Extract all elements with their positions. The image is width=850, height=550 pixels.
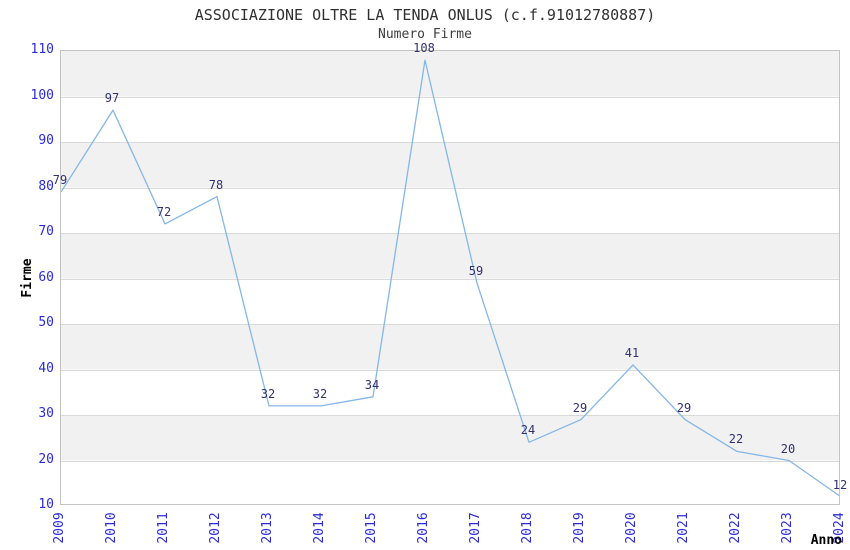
gridline — [61, 187, 839, 189]
plot-area — [60, 50, 840, 505]
y-tick-label: 80 — [38, 178, 54, 194]
x-tick-label: 2010 — [104, 512, 119, 544]
data-point-label: 12 — [832, 477, 848, 492]
data-point-label: 79 — [52, 173, 68, 188]
y-tick-label: 110 — [30, 42, 54, 57]
x-tick-label: 2012 — [208, 512, 223, 544]
x-tick-label: 2018 — [520, 512, 535, 544]
y-tick-label: 40 — [38, 360, 54, 376]
line-series — [61, 59, 839, 497]
data-point-label: 34 — [364, 377, 380, 392]
y-tick-label: 50 — [38, 315, 54, 330]
data-point-label: 22 — [728, 432, 744, 447]
x-tick-label: 2015 — [364, 512, 379, 544]
x-tick-label: 2016 — [416, 512, 431, 544]
x-tick-label: 2022 — [728, 512, 743, 544]
y-tick-label: 70 — [38, 224, 54, 239]
x-tick-label: 2013 — [260, 512, 275, 544]
y-tick-label: 30 — [38, 406, 54, 421]
gridline — [61, 233, 839, 234]
data-point-label: 32 — [312, 386, 328, 401]
chart-subtitle: Numero Firme — [378, 27, 472, 42]
data-point-label: 78 — [208, 177, 224, 192]
x-tick-label: 2011 — [156, 512, 171, 544]
data-point-label: 20 — [780, 441, 796, 456]
data-point-label: 59 — [468, 264, 484, 279]
gridline — [61, 142, 839, 143]
x-tick-label: 2017 — [468, 512, 483, 544]
data-point-label: 24 — [520, 423, 536, 438]
y-tick-label: 60 — [38, 269, 54, 285]
gridline — [61, 460, 839, 462]
data-point-label: 108 — [413, 41, 435, 56]
x-tick-label: 2023 — [780, 512, 795, 544]
x-tick-label: 2014 — [312, 512, 327, 544]
data-point-label: 41 — [624, 345, 640, 360]
x-axis-title: Anno — [810, 533, 842, 548]
y-tick-label: 20 — [38, 451, 54, 467]
data-point-label: 32 — [260, 386, 276, 401]
data-point-label: 29 — [676, 400, 692, 415]
gridline — [61, 324, 839, 325]
data-point-label: 72 — [156, 204, 172, 219]
x-tick-label: 2020 — [624, 512, 639, 544]
gridline — [61, 96, 839, 98]
x-tick-label: 2019 — [572, 512, 587, 544]
data-point-label: 97 — [104, 91, 120, 106]
gridline — [61, 278, 839, 280]
chart-title: ASSOCIAZIONE OLTRE LA TENDA ONLUS (c.f.9… — [194, 6, 656, 24]
y-tick-label: 90 — [38, 133, 54, 148]
gridline — [61, 369, 839, 371]
x-tick-label: 2009 — [52, 512, 67, 544]
data-point-label: 29 — [572, 400, 588, 415]
y-tick-label: 10 — [38, 497, 54, 512]
x-tick-label: 2021 — [676, 512, 691, 544]
gridline — [61, 415, 839, 416]
y-tick-label: 100 — [30, 87, 54, 103]
